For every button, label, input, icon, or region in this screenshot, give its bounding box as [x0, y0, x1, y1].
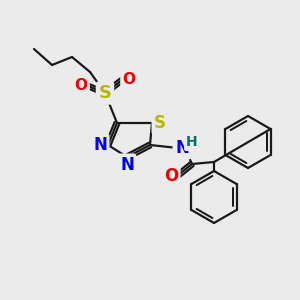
Text: H: H: [186, 135, 198, 149]
Text: S: S: [98, 84, 112, 102]
Text: O: O: [164, 167, 178, 185]
Text: O: O: [122, 73, 136, 88]
Text: N: N: [93, 136, 107, 154]
Text: N: N: [120, 156, 134, 174]
Text: N: N: [175, 139, 189, 157]
Text: S: S: [154, 114, 166, 132]
Text: O: O: [74, 79, 88, 94]
